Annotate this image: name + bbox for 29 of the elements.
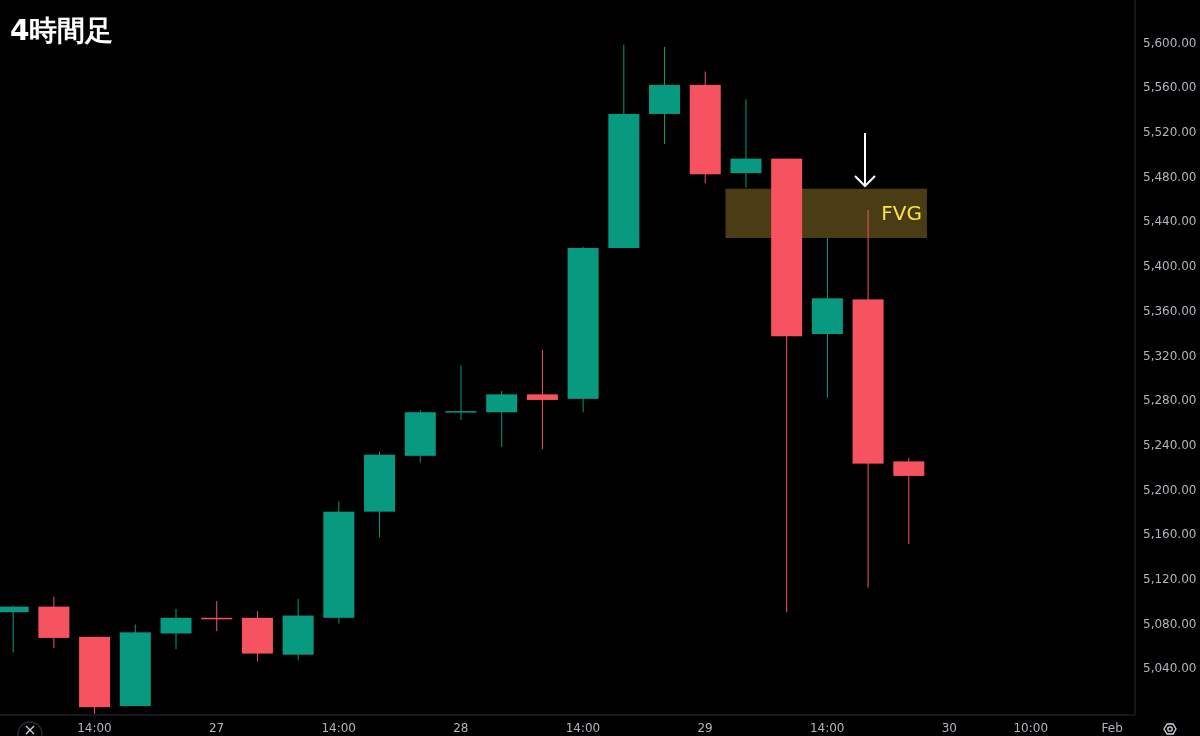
y-tick-label: 5,040.00 bbox=[1143, 661, 1197, 676]
y-tick-label: 5,280.00 bbox=[1143, 393, 1197, 408]
x-tick-label: 27 bbox=[208, 720, 225, 735]
y-tick-label: 5,400.00 bbox=[1143, 259, 1197, 274]
y-tick-label: 5,200.00 bbox=[1143, 482, 1197, 497]
x-tick-label: 30 bbox=[941, 720, 957, 735]
y-tick-label: 5,360.00 bbox=[1143, 303, 1197, 318]
candlestick bbox=[526, 349, 558, 450]
x-tick-label: Feb bbox=[1101, 720, 1123, 735]
x-tick-label: 14:00 bbox=[321, 720, 357, 735]
y-tick-label: 5,160.00 bbox=[1143, 527, 1197, 542]
x-tick-label: 14:00 bbox=[77, 720, 112, 735]
candlestick bbox=[445, 364, 477, 421]
y-tick-label: 5,480.00 bbox=[1143, 169, 1197, 184]
y-tick-label: 5,600.00 bbox=[1143, 35, 1197, 50]
x-tick-label: 10:00 bbox=[1013, 720, 1049, 735]
y-tick-label: 5,520.00 bbox=[1143, 125, 1197, 140]
x-tick-label: 28 bbox=[453, 720, 469, 735]
y-tick-label: 5,120.00 bbox=[1143, 571, 1197, 586]
y-tick-label: 5,440.00 bbox=[1143, 214, 1197, 229]
y-tick-label: 5,560.00 bbox=[1143, 80, 1197, 95]
y-tick-label: 5,320.00 bbox=[1143, 348, 1197, 363]
x-tick-label: 29 bbox=[697, 720, 713, 735]
text: 4時間足 bbox=[10, 13, 114, 49]
y-tick-label: 5,240.00 bbox=[1143, 437, 1197, 452]
band-label: FVG bbox=[881, 201, 922, 226]
y-tick-label: 5,080.00 bbox=[1143, 616, 1197, 631]
x-tick-label: 14:00 bbox=[565, 720, 601, 735]
x-tick-label: 14:00 bbox=[809, 720, 845, 735]
